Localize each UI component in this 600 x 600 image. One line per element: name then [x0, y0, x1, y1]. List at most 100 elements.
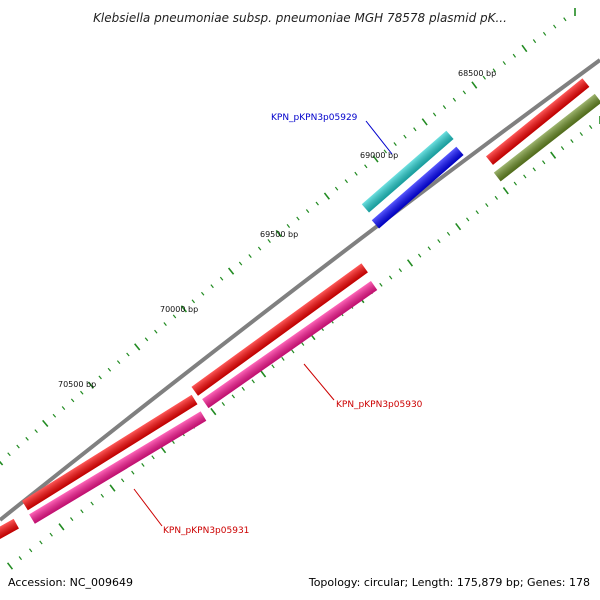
tick-mark — [570, 139, 574, 144]
tick-mark — [315, 201, 319, 206]
tick-mark — [191, 299, 196, 304]
tick-mark — [0, 460, 4, 466]
red-gene-d[interactable] — [0, 518, 19, 542]
tick-mark — [286, 224, 291, 228]
tick-mark — [260, 370, 267, 378]
tick-mark — [271, 364, 275, 369]
pink-gene-a[interactable] — [202, 281, 378, 409]
tick-mark — [126, 352, 130, 357]
tick-mark — [109, 484, 116, 492]
tick-mark — [42, 419, 49, 428]
tick-mark — [432, 112, 437, 117]
tick-mark — [267, 239, 271, 243]
tick-mark — [227, 267, 235, 275]
tick-mark — [437, 239, 441, 244]
tick-mark — [90, 501, 94, 506]
tick-mark — [553, 24, 557, 29]
tick-mark — [446, 231, 451, 236]
tick-mark — [120, 478, 125, 483]
red-gene-c[interactable] — [22, 394, 198, 511]
tick-mark — [61, 406, 66, 410]
tick-mark — [141, 462, 145, 467]
gene-label-05929[interactable]: KPN_pKPN3p05929 — [271, 113, 358, 123]
tick-mark — [452, 97, 457, 102]
tick-mark — [475, 210, 479, 215]
tick-mark — [393, 142, 397, 147]
tick-mark — [116, 360, 121, 365]
tick-mark — [383, 149, 388, 154]
tick-mark — [532, 39, 537, 44]
tick-mark — [70, 398, 75, 403]
tick-mark — [323, 192, 330, 200]
tick-mark — [466, 217, 470, 222]
tick-mark — [471, 81, 478, 89]
tick-mark — [52, 413, 57, 418]
map-title: Klebsiella pneumoniae subsp. pneumoniae … — [93, 11, 507, 25]
blue-gene[interactable] — [371, 146, 464, 229]
red-gene-b[interactable] — [191, 263, 368, 396]
tick-mark — [532, 167, 536, 172]
tick-mark — [144, 337, 149, 342]
pink-gene-b[interactable] — [29, 411, 207, 524]
tick-mark — [442, 105, 447, 110]
tick-mark — [513, 181, 518, 186]
tick-mark — [107, 367, 112, 372]
plasmid-backbone — [0, 58, 600, 522]
gene-labels: KPN_pKPN3p05929 KPN_pKPN3p05930 KPN_pKPN… — [133, 113, 423, 536]
label-leader-line — [303, 363, 335, 401]
tick-mark — [80, 390, 84, 395]
tick-mark — [550, 151, 557, 159]
tick-mark — [210, 407, 217, 416]
tick-mark — [364, 164, 368, 169]
tick-mark — [482, 75, 486, 80]
summary-text: Topology: circular; Length: 175,879 bp; … — [308, 576, 590, 589]
tick-mark — [563, 17, 567, 22]
tick-mark — [406, 259, 414, 267]
tick-mark — [70, 517, 74, 522]
tick-mark — [28, 548, 33, 553]
tick-mark — [523, 174, 527, 179]
tick-mark — [334, 186, 339, 191]
tick-mark — [100, 493, 105, 498]
tick-mark — [403, 134, 407, 139]
tick-mark — [231, 394, 235, 399]
tick-mark — [296, 216, 300, 221]
tick-mark — [251, 379, 255, 384]
ruler-label: 69000 bp — [360, 151, 398, 160]
tick-mark — [521, 44, 528, 53]
tick-mark — [34, 429, 38, 434]
tick-mark — [579, 132, 583, 136]
tick-mark — [58, 523, 65, 531]
tick-mark — [291, 349, 295, 354]
gene-label-05931[interactable]: KPN_pKPN3p05931 — [163, 526, 249, 536]
tick-mark — [257, 246, 262, 251]
tick-mark — [248, 254, 252, 258]
tick-mark — [542, 31, 547, 36]
tick-mark — [16, 444, 20, 449]
tick-mark — [502, 61, 506, 66]
tick-mark — [221, 402, 226, 406]
tick-mark — [542, 160, 546, 165]
accession-text: Accession: NC_009649 — [8, 576, 133, 589]
olive-gene[interactable] — [493, 93, 600, 182]
tick-mark — [200, 291, 205, 296]
tick-mark — [417, 253, 422, 258]
tick-mark — [421, 118, 428, 126]
tick-mark — [151, 455, 155, 460]
tick-mark — [98, 375, 102, 380]
tick-mark — [219, 276, 224, 281]
red-gene-a[interactable] — [486, 78, 590, 165]
inner-tick-marks — [6, 116, 600, 570]
label-leader-line — [133, 488, 163, 527]
tick-mark — [163, 322, 167, 326]
gene-label-05930[interactable]: KPN_pKPN3p05930 — [336, 400, 423, 410]
tick-mark — [25, 436, 29, 441]
tick-mark — [560, 146, 565, 151]
tick-mark — [180, 305, 188, 313]
tick-mark — [275, 229, 282, 238]
tick-mark — [372, 155, 379, 163]
cyan-gene[interactable] — [361, 130, 454, 213]
tick-mark — [281, 356, 285, 361]
tick-mark — [502, 187, 509, 195]
